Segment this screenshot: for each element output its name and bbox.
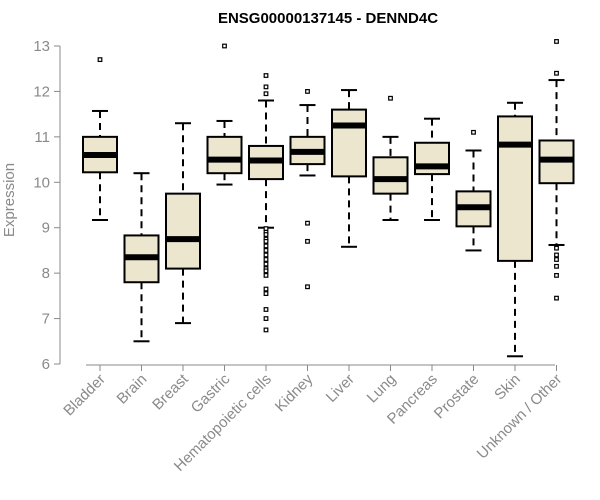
box-group (538, 39, 575, 301)
outlier-point (554, 295, 559, 301)
box-group (165, 122, 201, 325)
outlier-point (263, 273, 269, 278)
outlier-point (263, 261, 269, 267)
box-group (455, 129, 492, 252)
box-group (289, 89, 326, 290)
outlier-point (263, 307, 269, 312)
outlier-point (263, 73, 269, 78)
outlier-point (388, 95, 393, 101)
x-tick-label: Liver (323, 371, 358, 406)
outlier-point (554, 263, 559, 269)
x-tick-label: Breast (149, 370, 192, 413)
outlier-point (263, 252, 269, 258)
box-group (248, 73, 284, 333)
y-tick-label: 10 (33, 174, 50, 191)
y-axis-ticks: 6 7 8 9 10 11 12 13 (33, 38, 60, 373)
outlier-point (554, 273, 559, 278)
y-tick-label: 9 (42, 220, 50, 237)
outlier-point (263, 286, 269, 292)
box-group (331, 89, 367, 248)
box-group (497, 101, 533, 358)
outlier-point (263, 291, 269, 296)
y-tick-label: 12 (33, 83, 50, 100)
box-group (123, 172, 160, 343)
outlier-point (263, 268, 269, 274)
y-tick-label: 7 (42, 311, 50, 328)
box-iqr (497, 115, 533, 262)
outlier-point (471, 129, 476, 135)
x-tick-label: Kidney (272, 370, 317, 415)
box-iqr (206, 135, 243, 175)
box-iqr (331, 108, 367, 178)
outlier-point (554, 70, 559, 76)
box-iqr (414, 141, 450, 176)
box-group (372, 95, 409, 221)
outlier-point (554, 257, 559, 262)
outlier-point (263, 232, 269, 237)
y-tick-label: 8 (42, 265, 50, 282)
outlier-point (305, 284, 310, 290)
outlier-point (97, 57, 103, 63)
box-group (414, 117, 450, 221)
outlier-point (263, 243, 269, 249)
x-tick-label: Lung (364, 371, 400, 407)
box-group (82, 57, 118, 221)
x-tick-label: Bladder (60, 371, 109, 420)
x-tick-label: Prostate (431, 371, 483, 423)
outlier-point (263, 84, 269, 90)
y-tick-label: 11 (34, 129, 50, 146)
outlier-point (305, 89, 310, 94)
outlier-point (263, 248, 269, 253)
outlier-point (263, 238, 269, 244)
x-tick-label: Brain (114, 371, 151, 408)
outlier-point (305, 238, 310, 244)
outlier-point (222, 43, 227, 49)
box-iqr (372, 156, 409, 195)
outlier-point (263, 316, 269, 321)
y-tick-label: 13 (33, 38, 50, 55)
box-group (206, 43, 243, 186)
outlier-point (554, 252, 559, 258)
box-series (82, 39, 575, 358)
chart-title: ENSG00000137145 - DENND4C (218, 10, 438, 27)
box-iqr (165, 192, 201, 270)
outlier-point (554, 245, 559, 251)
y-tick-label: 6 (42, 356, 50, 373)
y-axis-label: Expression (1, 163, 18, 237)
outlier-point (263, 327, 269, 333)
outlier-point (554, 39, 559, 44)
outlier-point (263, 91, 269, 97)
x-tick-label: Skin (491, 371, 524, 404)
outlier-point (263, 257, 269, 262)
outlier-point (305, 220, 310, 226)
